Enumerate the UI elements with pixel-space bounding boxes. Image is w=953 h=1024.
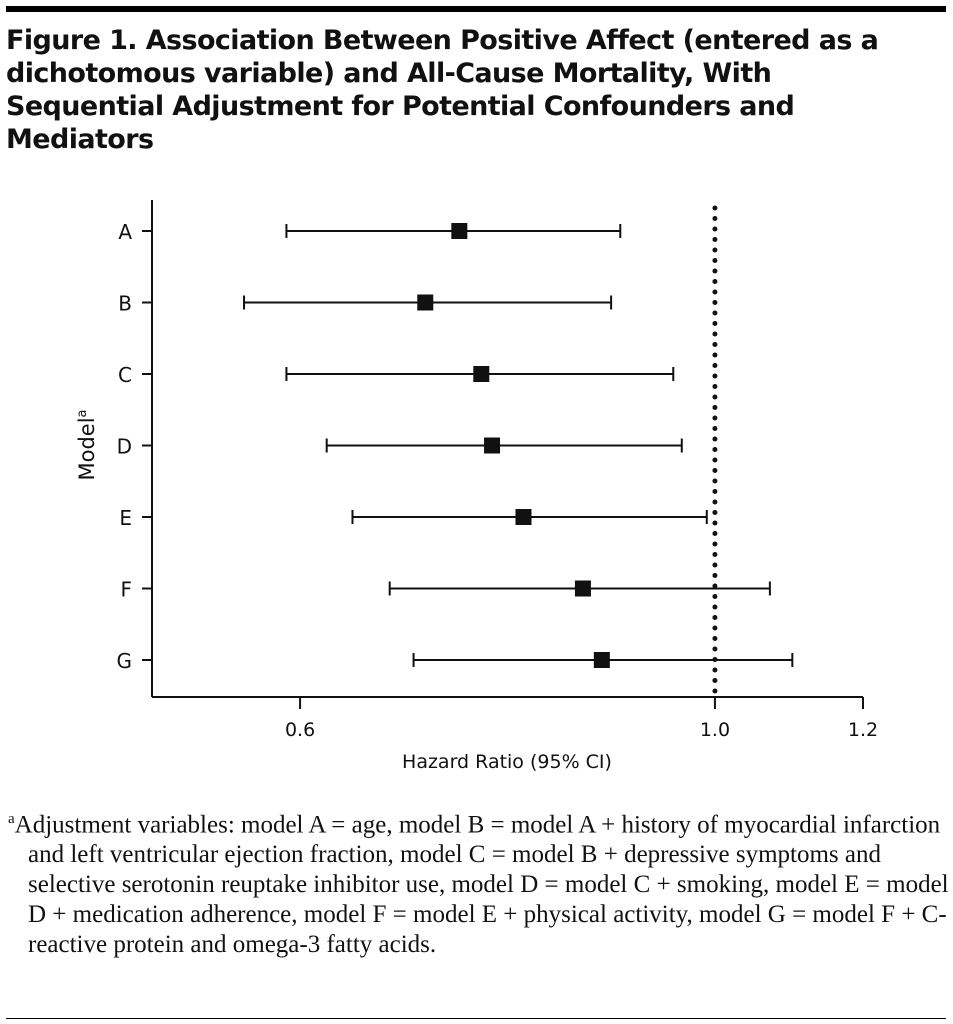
hazard-ratio-marker (515, 509, 532, 525)
y-tick-label: A (118, 220, 132, 244)
x-tick-label: 0.6 (285, 719, 315, 741)
bottom-rule (6, 1018, 946, 1019)
y-tick-label: B (118, 292, 132, 316)
footnote-marker: a (8, 811, 15, 827)
y-axis-label-superscript: a (75, 409, 90, 417)
hazard-ratio-marker (473, 366, 490, 382)
hazard-ratio-marker (417, 294, 434, 311)
y-tick-label: D (117, 435, 132, 459)
hazard-ratio-marker (574, 580, 591, 597)
x-tick-label: 1.0 (700, 719, 730, 741)
y-tick-label: F (120, 578, 132, 602)
forest-plot: 0.6 1.0 1.2 A B C D E F G Hazard Ratio (95% CI) M… (75, 200, 878, 773)
y-tick-label: E (119, 506, 132, 530)
x-axis-label: Hazard Ratio (95% CI) (402, 751, 612, 773)
figure-title: Figure 1. Association Between Positive A… (6, 25, 879, 155)
hazard-ratio-marker (451, 223, 468, 239)
hazard-ratio-marker (593, 652, 610, 668)
hazard-ratio-marker (484, 437, 501, 454)
top-rule (6, 6, 946, 12)
y-tick-label: C (118, 363, 132, 387)
x-tick-label: 1.2 (848, 719, 878, 741)
footnote: aAdjustment variables: model A = age, mo… (8, 804, 953, 960)
y-axis-label: Modela (75, 409, 99, 480)
y-tick-label: G (117, 649, 133, 673)
footnote-text: Adjustment variables: model A = age, mod… (14, 811, 949, 959)
y-axis-label-text: Model (75, 417, 99, 480)
